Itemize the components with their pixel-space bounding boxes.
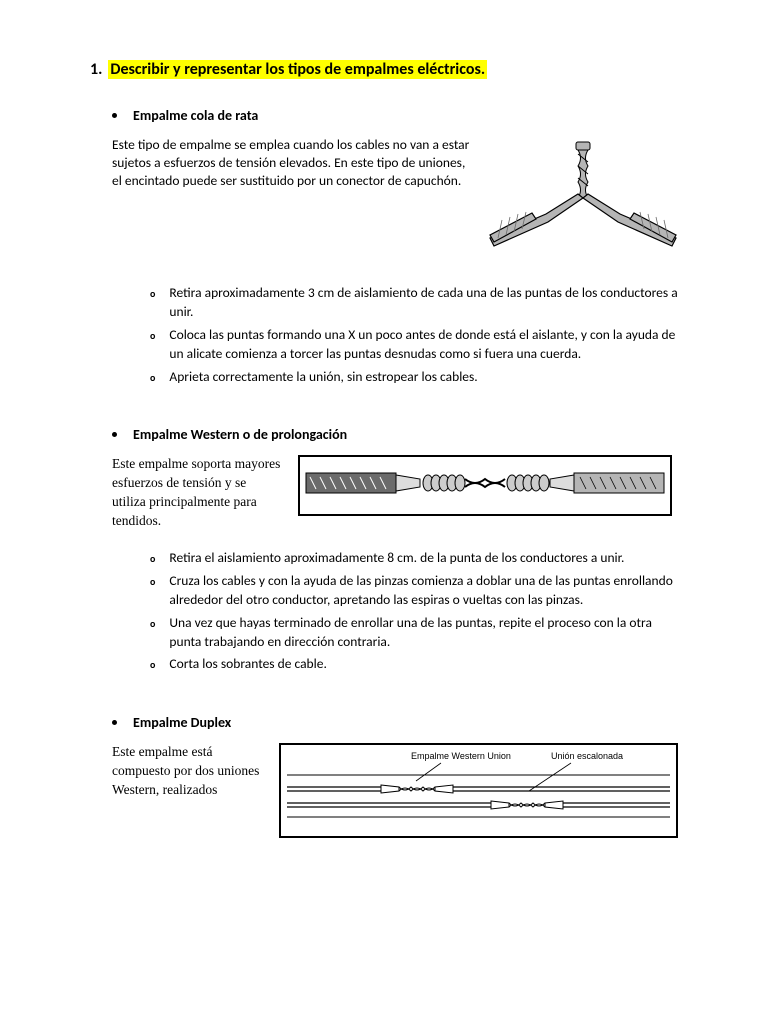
figure-cola-de-rata xyxy=(488,136,678,266)
circle-icon: o xyxy=(150,658,155,672)
list-item: oCorta los sobrantes de cable. xyxy=(150,655,678,674)
subheading-row: Empalme cola de rata xyxy=(112,107,678,124)
intro-text: Este tipo de empalme se emplea cuando lo… xyxy=(112,136,472,191)
subheading: Empalme Duplex xyxy=(133,714,231,731)
steps-list: oRetira el aislamiento aproximadamente 8… xyxy=(150,549,678,674)
section-western: Empalme Western o de prolongación Este e… xyxy=(90,426,678,674)
intro-text: Este empalme está compuesto por dos unio… xyxy=(112,743,265,800)
section-duplex: Empalme Duplex Este empalme está compues… xyxy=(90,714,678,838)
list-item: oColoca las puntas formando una X un poc… xyxy=(150,326,678,364)
section-cola-de-rata: Empalme cola de rata Este tipo de empalm… xyxy=(90,107,678,386)
steps-list: oRetira aproximadamente 3 cm de aislamie… xyxy=(150,284,678,386)
subheading-row: Empalme Western o de prolongación xyxy=(112,426,678,443)
intro-text: Este empalme soporta mayores esfuerzos d… xyxy=(112,455,282,531)
list-item: oRetira el aislamiento aproximadamente 8… xyxy=(150,549,678,568)
bullet-icon xyxy=(112,113,117,118)
figure-label-right: Unión escalonada xyxy=(551,751,623,761)
figure-label-left: Empalme Western Union xyxy=(411,751,511,761)
main-title: Describir y representar los tipos de emp… xyxy=(108,60,487,79)
subheading: Empalme Western o de prolongación xyxy=(133,426,347,443)
main-number: 1. xyxy=(90,60,102,79)
circle-icon: o xyxy=(150,575,155,589)
list-item: oRetira aproximadamente 3 cm de aislamie… xyxy=(150,284,678,322)
bullet-icon xyxy=(112,432,117,437)
circle-icon: o xyxy=(150,371,155,385)
circle-icon: o xyxy=(150,617,155,631)
list-item: oUna vez que hayas terminado de enrollar… xyxy=(150,614,678,652)
circle-icon: o xyxy=(150,552,155,566)
subheading: Empalme cola de rata xyxy=(133,107,258,124)
circle-icon: o xyxy=(150,329,155,343)
list-item: oAprieta correctamente la unión, sin est… xyxy=(150,368,678,387)
circle-icon: o xyxy=(150,287,155,301)
figure-western xyxy=(298,455,672,516)
list-item: oCruza los cables y con la ayuda de las … xyxy=(150,572,678,610)
subheading-row: Empalme Duplex xyxy=(112,714,678,731)
figure-duplex: Empalme Western Union Unión escalonada xyxy=(279,743,678,838)
bullet-icon xyxy=(112,720,117,725)
main-title-row: 1. Describir y representar los tipos de … xyxy=(90,60,678,79)
